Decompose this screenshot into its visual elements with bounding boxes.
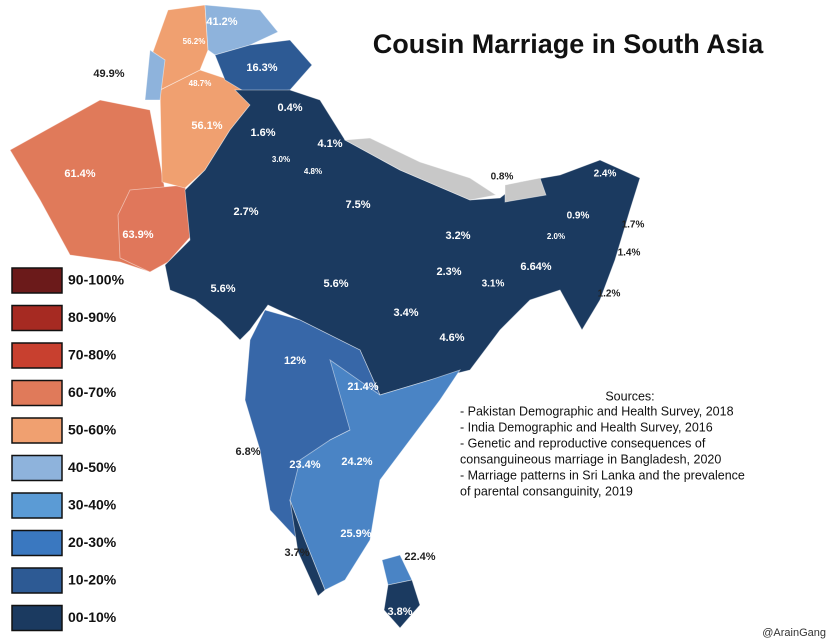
source-line: - Pakistan Demographic and Health Survey… [460, 404, 734, 418]
legend-label: 70-80% [68, 347, 117, 363]
region-shape [214, 39, 313, 96]
region-label: 41.2% [206, 16, 237, 28]
source-line: of parental consanguinity, 2019 [460, 484, 633, 498]
region-label: 2.0% [547, 232, 565, 241]
legend-label: 20-30% [68, 534, 117, 550]
region-label: 0.8% [491, 172, 514, 183]
region-label: 4.1% [317, 138, 342, 150]
legend-swatch [11, 304, 63, 332]
region-label: 3.8% [387, 606, 412, 618]
sources: Sources: - Pakistan Demographic and Heal… [460, 389, 745, 498]
region-label: 3.7% [284, 547, 309, 559]
region-label: 24.2% [341, 456, 372, 468]
legend-label: 10-20% [68, 572, 117, 588]
legend-swatch [11, 567, 63, 594]
region-label: 4.6% [439, 332, 464, 344]
credit: @ArainGang [762, 627, 826, 639]
region-label: 16.3% [246, 62, 277, 74]
region-shape [164, 89, 641, 396]
region-label: 1.7% [622, 220, 645, 231]
region-label: 5.6% [323, 278, 348, 290]
region-label: 3.1% [482, 279, 505, 290]
region-label: 2.3% [436, 266, 461, 278]
region-label: 22.4% [404, 551, 435, 563]
legend-label: 80-90% [68, 309, 117, 325]
region-label: 5.6% [210, 283, 235, 295]
region-shape [504, 177, 547, 203]
region-shape [289, 359, 461, 591]
legend-swatch [11, 417, 63, 444]
legend-label: 90-100% [68, 272, 125, 288]
map-shapes [9, 4, 641, 629]
legend-swatch [11, 492, 63, 519]
region-label: 7.5% [345, 199, 370, 211]
legend-label: 50-60% [68, 422, 117, 438]
region-label: 0.4% [277, 102, 302, 114]
source-line: - Genetic and reproductive consequences … [460, 436, 706, 450]
region-label: 1.4% [618, 248, 641, 259]
source-line: - India Demographic and Health Survey, 2… [460, 420, 713, 434]
source-line: consanguineous marriage in Bangladesh, 2… [460, 452, 721, 466]
region-shape [289, 499, 326, 597]
legend-swatch [11, 454, 63, 482]
region-label: 49.9% [93, 68, 124, 80]
legend-swatch [11, 604, 63, 632]
region-label: 56.2% [183, 37, 206, 46]
legend-label: 00-10% [68, 609, 117, 625]
region-label: 0.9% [567, 211, 590, 222]
title: Cousin Marriage in South Asia [373, 29, 765, 59]
region-label: 3.2% [445, 230, 470, 242]
region-shape [343, 137, 498, 201]
region-labels: 41.2% 56.2% 49.9% 48.7% 16.3% 56.1% 0.4%… [64, 16, 644, 618]
region-label: 48.7% [189, 79, 212, 88]
region-shape [383, 579, 421, 629]
region-label: 61.4% [64, 168, 95, 180]
region-label: 4.8% [304, 167, 322, 176]
sources-heading: Sources: [605, 389, 654, 403]
legend-swatch [11, 529, 63, 557]
legend-swatch [11, 267, 63, 294]
region-shape [144, 49, 166, 101]
legend-swatch [11, 379, 63, 407]
region-label: 56.1% [191, 120, 222, 132]
region-label: 6.8% [235, 446, 260, 458]
region-label: 21.4% [347, 381, 378, 393]
region-label: 2.4% [594, 169, 617, 180]
region-label: 6.64% [520, 261, 551, 273]
region-label: 3.4% [393, 307, 418, 319]
region-label: 1.6% [250, 127, 275, 139]
legend: 90-100% 80-90% 70-80% 60-70% 50-60% 40-50% 30-… [11, 267, 125, 632]
region-label: 3.0% [272, 155, 290, 164]
region-label: 2.7% [233, 206, 258, 218]
legend-swatch [11, 342, 63, 369]
legend-label: 40-50% [68, 459, 117, 475]
region-label: 1.2% [598, 289, 621, 300]
region-label: 25.9% [340, 528, 371, 540]
region-label: 63.9% [122, 229, 153, 241]
source-line: - Marriage patterns in Sri Lanka and the… [460, 468, 745, 482]
region-label: 23.4% [289, 459, 320, 471]
legend-label: 30-40% [68, 497, 117, 513]
region-label: 12% [284, 355, 306, 367]
legend-label: 60-70% [68, 384, 117, 400]
